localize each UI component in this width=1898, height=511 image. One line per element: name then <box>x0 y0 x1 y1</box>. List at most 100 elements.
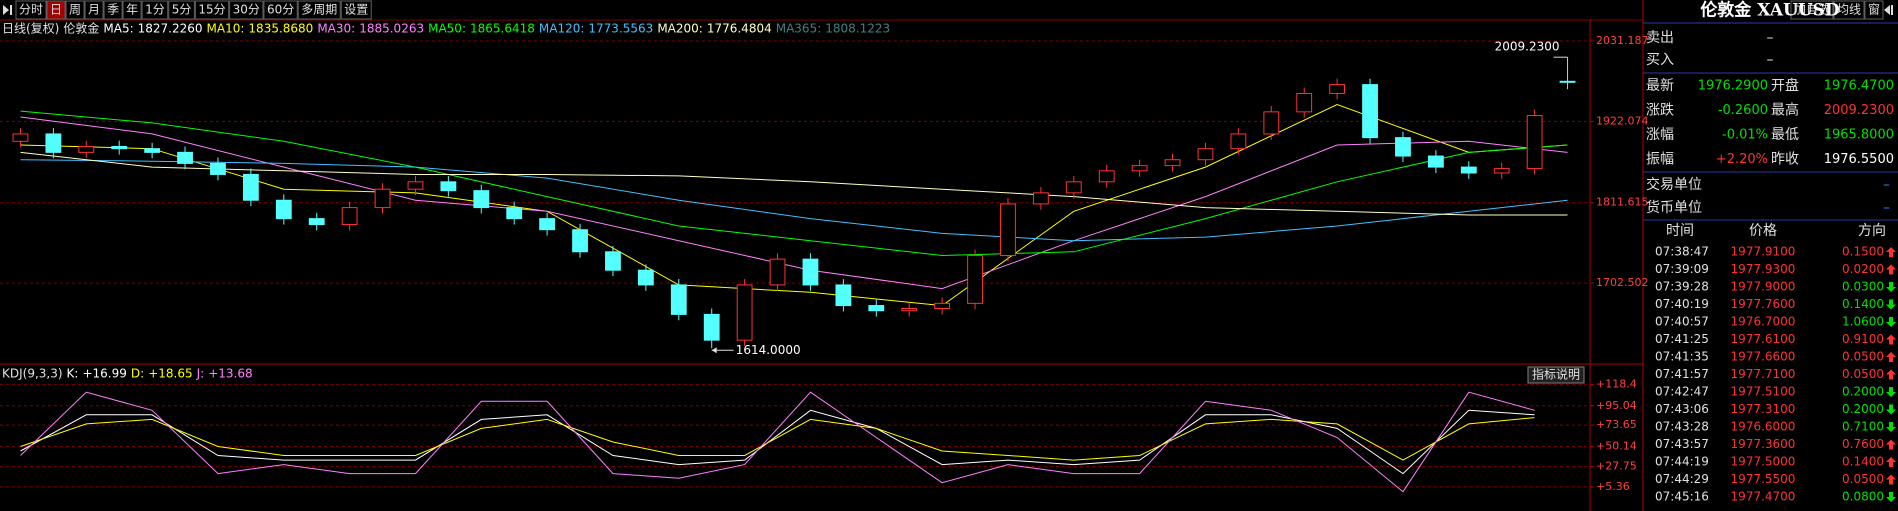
toolbar-button: 周 <box>69 3 81 17</box>
y-tick-label: +118.4 <box>1596 378 1637 391</box>
ma-line <box>20 110 1568 257</box>
trade-time: 07:39:28 <box>1655 280 1709 294</box>
candle-body <box>769 258 786 286</box>
ma-line <box>20 103 1568 307</box>
trade-price: 1977.7100 <box>1731 367 1796 381</box>
ma-line <box>20 151 1568 216</box>
trade-price: 1977.5100 <box>1731 385 1796 399</box>
candle-body <box>1329 84 1346 94</box>
trade-price: 1976.6000 <box>1731 420 1796 434</box>
trade-change: 0.0300 <box>1842 280 1884 294</box>
candle-body <box>407 181 424 190</box>
unit-value: – <box>1883 177 1890 193</box>
toolbar-button-frame[interactable] <box>168 0 195 20</box>
annotation-label: 2009.2300 <box>1495 40 1560 54</box>
stat-label: 昨收 <box>1771 152 1799 168</box>
y-tick-label: 1922.074 <box>1596 114 1649 127</box>
candle-body <box>1493 168 1510 174</box>
trade-direction <box>1886 369 1896 380</box>
trade-time: 07:39:09 <box>1655 262 1709 276</box>
stat-label: 最高 <box>1771 102 1799 119</box>
indicator-button-frame[interactable] <box>1527 366 1585 384</box>
candle-body <box>637 269 654 286</box>
trade-price: 1976.7000 <box>1731 315 1796 329</box>
trade-time: 07:45:16 <box>1655 490 1709 504</box>
candle-body <box>1395 137 1411 157</box>
toolbar-button-frame[interactable] <box>263 0 298 20</box>
trade-time: 07:44:29 <box>1655 472 1709 486</box>
toolbar-button-frame[interactable] <box>122 0 142 20</box>
candle-body <box>670 284 687 315</box>
panel-icon[interactable] <box>1884 5 1890 15</box>
legend-name: MA50: <box>428 22 466 36</box>
candle-body <box>703 313 720 341</box>
toolbar-button-frame[interactable] <box>194 0 230 20</box>
candle-body <box>572 229 588 253</box>
quote-label: 买入 <box>1646 52 1674 68</box>
y-tick-label: +73.65 <box>1596 418 1637 431</box>
trade-direction <box>1886 282 1896 292</box>
toolbar-icon[interactable] <box>3 5 9 15</box>
legend-value: +13.68 <box>208 367 252 381</box>
toolbar-button-frame[interactable] <box>1833 0 1865 20</box>
toolbar-button-frame[interactable] <box>15 0 47 20</box>
candle-body <box>835 284 852 307</box>
candle-body <box>1000 203 1016 256</box>
stat-value: 2009.2300 <box>1824 103 1894 118</box>
candle-body <box>1362 84 1378 139</box>
toolbar-button-frame[interactable] <box>1864 0 1884 20</box>
trade-direction <box>1886 317 1896 327</box>
candle-body <box>473 190 490 209</box>
toolbar-button: 加自选 <box>1794 3 1830 17</box>
candle-body <box>144 148 161 153</box>
legend-value: 1827.2260 <box>138 22 203 36</box>
y-tick-label: 1811.615 <box>1596 196 1649 209</box>
toolbar-icon[interactable] <box>10 5 12 15</box>
candle-body <box>341 207 358 226</box>
toolbar-button-frame[interactable] <box>229 0 264 20</box>
legend-value: +16.99 <box>82 367 126 381</box>
toolbar-button-frame[interactable] <box>46 0 66 20</box>
toolbar-button-frame[interactable] <box>1790 0 1834 20</box>
legend-value: +18.65 <box>148 367 192 381</box>
stat-label: 涨幅 <box>1646 127 1674 143</box>
trade-price: 1977.6600 <box>1731 350 1796 364</box>
stat-value: -0.01% <box>1722 128 1768 143</box>
legend-name: K: <box>67 367 79 381</box>
trade-change: 0.0200 <box>1842 262 1884 276</box>
toolbar-button-frame[interactable] <box>65 0 85 20</box>
candle-body <box>1065 181 1082 194</box>
toolbar-button-frame[interactable] <box>297 0 341 20</box>
unit-label: 交易单位 <box>1646 176 1702 193</box>
toolbar-button-frame[interactable] <box>340 0 372 20</box>
indicator-button[interactable]: 指标说明 <box>1532 367 1580 382</box>
quote-title: 伦敦金 XAUUSD <box>1700 0 1840 21</box>
toolbar-button-frame[interactable] <box>103 0 123 20</box>
trade-time: 07:43:28 <box>1655 420 1709 434</box>
panel-icon[interactable] <box>1891 5 1893 15</box>
trade-direction <box>1886 439 1896 450</box>
candle-body <box>111 145 128 150</box>
toolbar-button: 分时 <box>19 3 43 17</box>
candle-body <box>1460 166 1477 174</box>
trade-price: 1977.7600 <box>1731 297 1796 311</box>
indicator-title: KDJ(9,3,3) <box>2 367 63 381</box>
toolbar-button: 设置 <box>344 3 368 17</box>
candle-body <box>45 133 62 153</box>
y-tick-label: +50.14 <box>1596 439 1637 452</box>
trade-price: 1977.3600 <box>1731 437 1796 451</box>
candle-body <box>967 254 983 304</box>
trade-direction <box>1886 457 1896 467</box>
candle-body <box>1230 133 1247 150</box>
trade-direction <box>1886 264 1896 275</box>
stat-value: -0.2600 <box>1718 103 1768 118</box>
legend-value: 1885.0263 <box>359 22 424 36</box>
legend-name: MA10: <box>207 22 245 36</box>
y-tick-label: +27.75 <box>1596 460 1637 473</box>
legend-value: 1865.6418 <box>470 22 535 36</box>
toolbar-button-frame[interactable] <box>84 0 104 20</box>
toolbar-button-frame[interactable] <box>141 0 169 20</box>
trade-time: 07:41:35 <box>1655 350 1709 364</box>
trade-change: 0.1400 <box>1842 455 1884 469</box>
